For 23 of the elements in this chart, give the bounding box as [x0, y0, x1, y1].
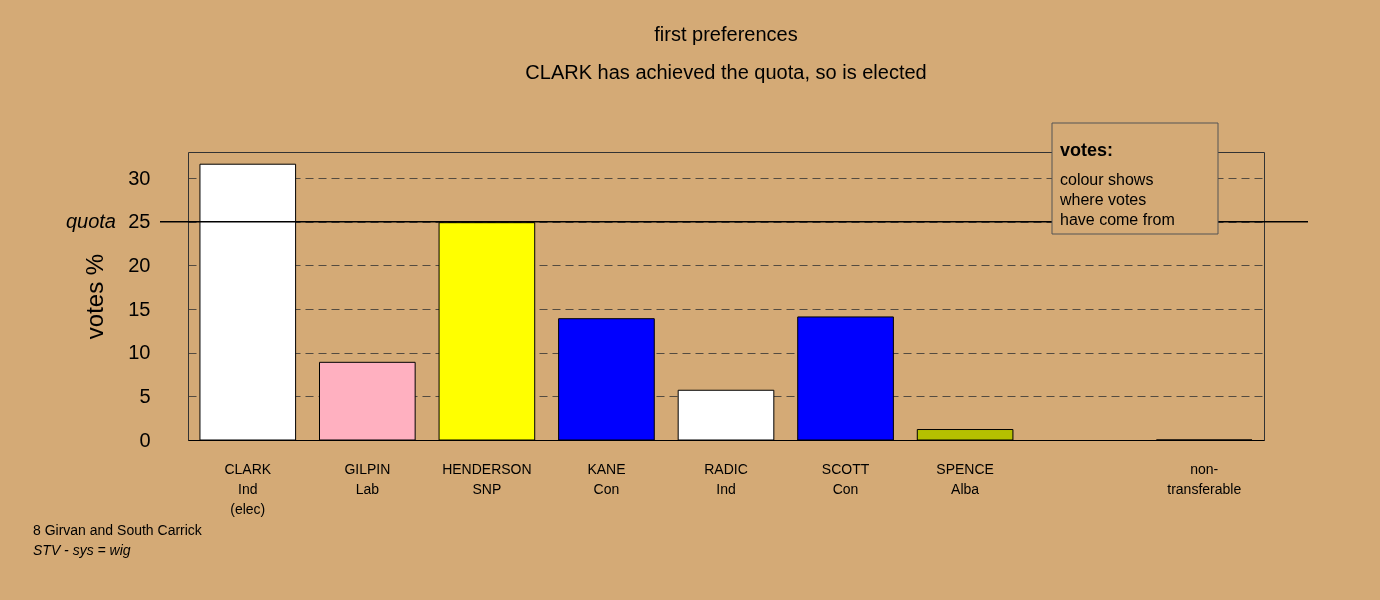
chart-title: first preferences	[654, 22, 798, 45]
chart-subtitle: CLARK has achieved the quota, so is elected	[525, 60, 927, 83]
x-tick-label: GILPIN Lab	[344, 460, 391, 497]
annotation: votes:	[1060, 140, 1114, 160]
ref-line-label: quota	[65, 209, 116, 232]
y-tick-label: 15	[128, 297, 151, 320]
annotation: colour shows where votes have come from	[1059, 171, 1175, 228]
x-tick-label: SPENCE Alba	[936, 460, 994, 497]
y-tick-label: 20	[128, 253, 151, 276]
x-tick-label: non- transferable	[1167, 460, 1242, 497]
y-tick-label: 30	[128, 166, 151, 189]
y-tick-label: 5	[139, 384, 151, 407]
y-tick-label: 10	[128, 341, 151, 364]
y-tick-label: 25	[128, 210, 151, 233]
y-tick-label: 0	[139, 428, 151, 451]
x-tick-label: RADIC Ind	[704, 460, 748, 497]
x-tick-label: SCOTT Con	[821, 460, 870, 497]
text: STV - sys = wig	[33, 542, 131, 558]
x-tick-label: HENDERSON SNP	[442, 460, 532, 497]
x-tick-label: CLARK Ind (elec)	[224, 460, 272, 517]
x-tick-label: KANE Con	[587, 460, 626, 497]
text: 8 Girvan and South Carrick	[33, 522, 203, 538]
y-axis-title: votes %	[81, 253, 109, 340]
